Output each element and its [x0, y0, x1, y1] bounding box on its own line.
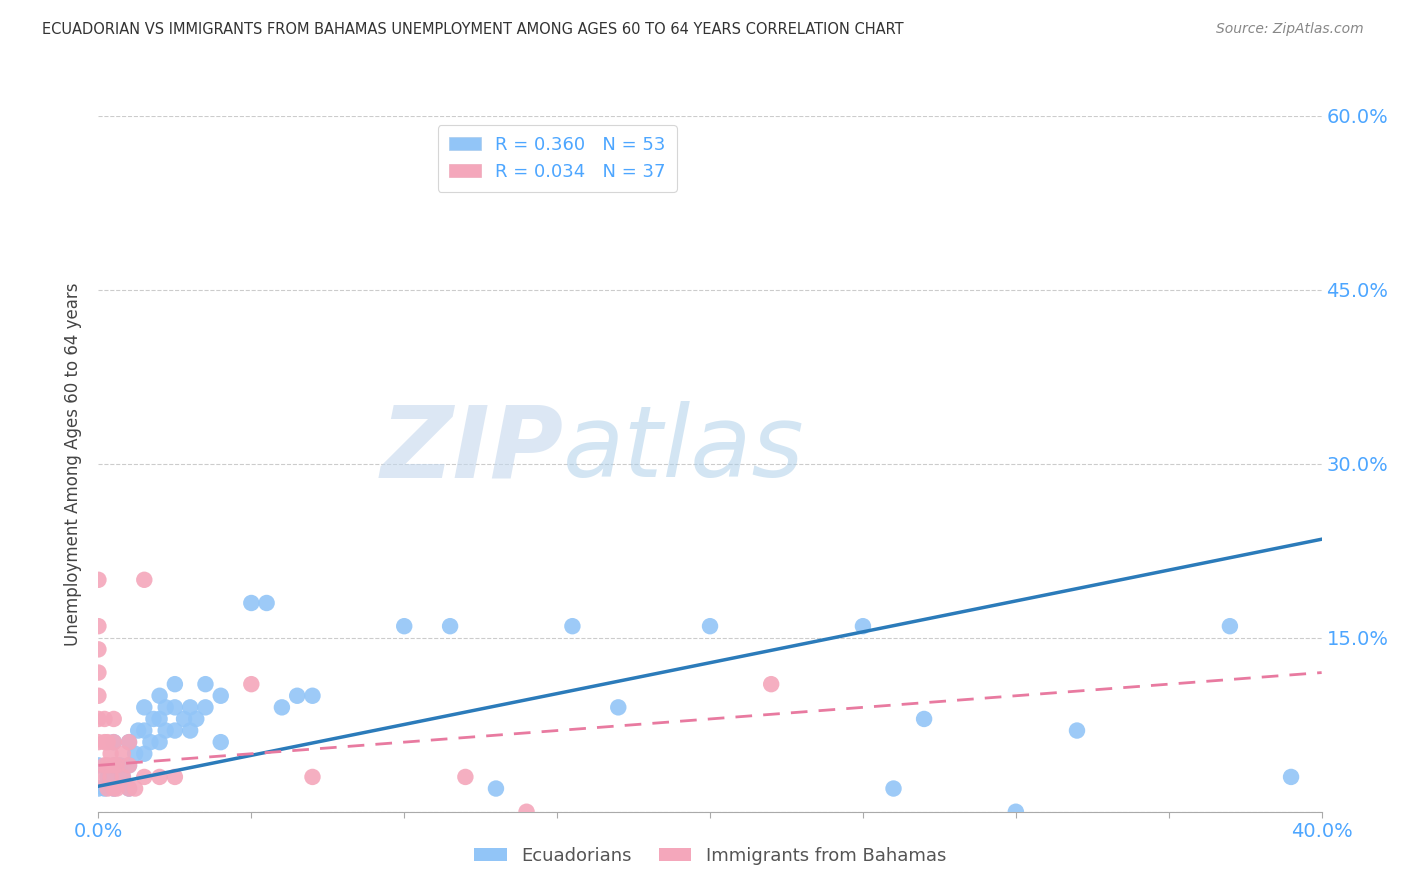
Point: [852, 619, 875, 633]
Point: [118, 758, 141, 772]
Point: [240, 596, 263, 610]
Point: [285, 689, 308, 703]
Point: [93, 712, 115, 726]
Point: [1279, 770, 1302, 784]
Point: [194, 677, 217, 691]
Point: [149, 689, 172, 703]
Point: [759, 677, 782, 691]
Point: [561, 619, 583, 633]
Point: [127, 723, 149, 738]
Point: [256, 596, 278, 610]
Point: [124, 781, 146, 796]
Point: [699, 619, 721, 633]
Point: [155, 723, 177, 738]
Point: [100, 747, 122, 761]
Point: [1004, 805, 1026, 819]
Point: [103, 735, 125, 749]
Point: [111, 770, 134, 784]
Point: [87, 689, 110, 703]
Point: [103, 712, 125, 726]
Point: [392, 619, 416, 633]
Point: [103, 758, 125, 772]
Point: [111, 770, 134, 784]
Point: [111, 747, 134, 761]
Point: [118, 781, 141, 796]
Point: [607, 700, 630, 714]
Point: [118, 781, 141, 796]
Point: [149, 712, 172, 726]
Point: [118, 735, 141, 749]
Point: [87, 665, 110, 680]
Point: [149, 770, 172, 784]
Point: [87, 573, 110, 587]
Y-axis label: Unemployment Among Ages 60 to 64 years: Unemployment Among Ages 60 to 64 years: [65, 282, 83, 646]
Point: [163, 700, 186, 714]
Point: [134, 700, 156, 714]
Point: [93, 781, 115, 796]
Point: [516, 805, 538, 819]
Text: ECUADORIAN VS IMMIGRANTS FROM BAHAMAS UNEMPLOYMENT AMONG AGES 60 TO 64 YEARS COR: ECUADORIAN VS IMMIGRANTS FROM BAHAMAS UN…: [42, 22, 904, 37]
Point: [179, 723, 201, 738]
Point: [103, 735, 125, 749]
Point: [163, 677, 186, 691]
Point: [134, 770, 156, 784]
Text: atlas: atlas: [564, 401, 804, 499]
Point: [103, 781, 125, 796]
Point: [163, 770, 186, 784]
Point: [108, 758, 131, 772]
Point: [97, 770, 120, 784]
Point: [87, 758, 110, 772]
Point: [97, 781, 120, 796]
Point: [179, 700, 201, 714]
Point: [912, 712, 935, 726]
Point: [97, 758, 120, 772]
Point: [87, 619, 110, 633]
Point: [454, 770, 477, 784]
Point: [209, 735, 232, 749]
Point: [105, 781, 128, 796]
Point: [439, 619, 461, 633]
Point: [209, 689, 232, 703]
Point: [87, 781, 110, 796]
Point: [97, 735, 120, 749]
Point: [118, 758, 141, 772]
Point: [301, 689, 323, 703]
Point: [87, 735, 110, 749]
Point: [883, 781, 905, 796]
Point: [1066, 723, 1088, 738]
Point: [87, 642, 110, 657]
Point: [118, 735, 141, 749]
Point: [485, 781, 508, 796]
Point: [173, 712, 195, 726]
Point: [186, 712, 208, 726]
Point: [270, 700, 292, 714]
Point: [301, 770, 323, 784]
Point: [149, 735, 172, 749]
Text: ZIP: ZIP: [380, 401, 564, 499]
Point: [194, 700, 217, 714]
Point: [87, 712, 110, 726]
Point: [134, 573, 156, 587]
Point: [134, 747, 156, 761]
Point: [139, 735, 162, 749]
Point: [93, 735, 115, 749]
Point: [163, 723, 186, 738]
Point: [142, 712, 165, 726]
Point: [134, 723, 156, 738]
Point: [1219, 619, 1241, 633]
Point: [105, 758, 128, 772]
Text: Source: ZipAtlas.com: Source: ZipAtlas.com: [1216, 22, 1364, 37]
Point: [100, 770, 122, 784]
Point: [155, 700, 177, 714]
Point: [103, 781, 125, 796]
Point: [93, 758, 115, 772]
Point: [240, 677, 263, 691]
Point: [103, 758, 125, 772]
Point: [124, 747, 146, 761]
Point: [87, 770, 110, 784]
Legend: Ecuadorians, Immigrants from Bahamas: Ecuadorians, Immigrants from Bahamas: [467, 840, 953, 872]
